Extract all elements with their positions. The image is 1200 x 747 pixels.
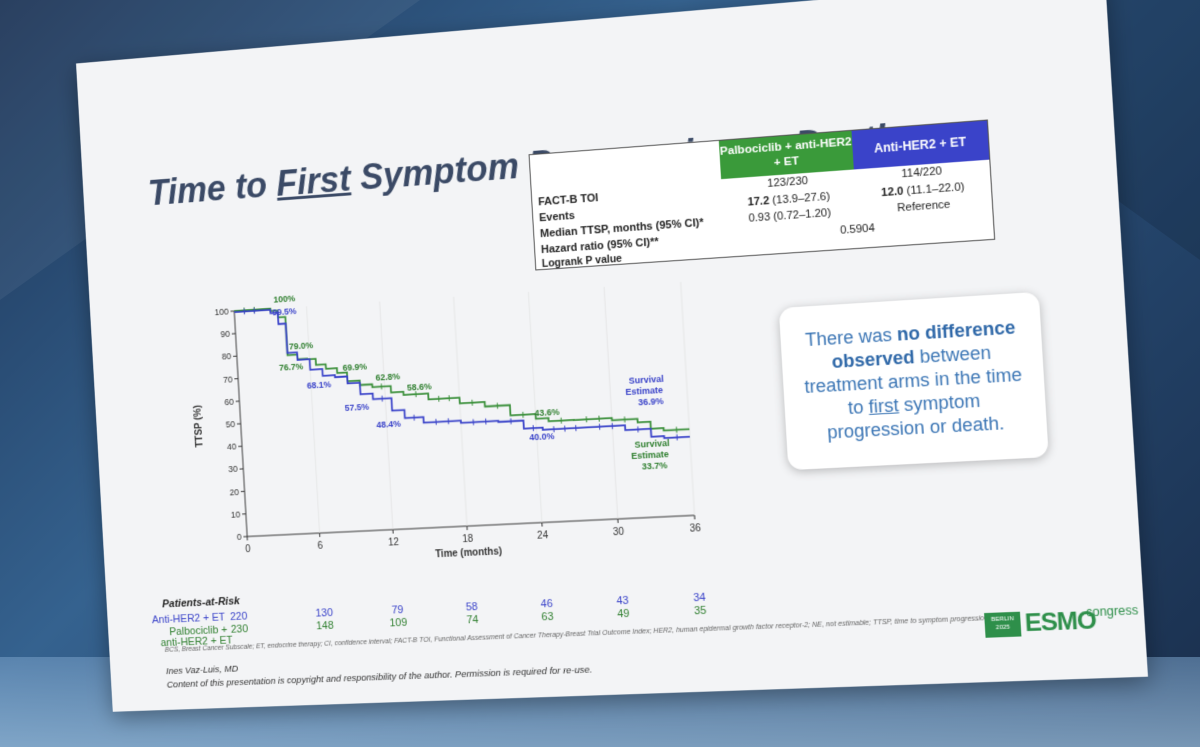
y-tick-label: 30 bbox=[228, 464, 238, 474]
risk-value-anti-her2: 220 bbox=[229, 610, 248, 624]
risk-value-anti-her2: 46 bbox=[540, 597, 554, 611]
risk-value-palbociclib: 74 bbox=[466, 613, 479, 627]
logo-city: BERLIN 2025 bbox=[984, 611, 1022, 638]
table-row-label: Events bbox=[538, 209, 576, 225]
risk-value-anti-her2: 34 bbox=[692, 591, 706, 605]
title-underlined: First bbox=[275, 158, 352, 204]
table-cell-rest: (11.1–22.0) bbox=[903, 181, 965, 198]
km-chart: 0 10 20 30 40 50 60 70 80 90 100 0 6 12 18 24 30 36 Time (… bbox=[193, 261, 701, 560]
chart-axes: 0 10 20 30 40 50 60 70 80 90 100 0 6 12 18 24 30 36 Time (… bbox=[193, 276, 701, 560]
gridline bbox=[454, 297, 467, 526]
data-label: 43.6% bbox=[534, 406, 560, 418]
data-label: 48.4% bbox=[376, 418, 401, 429]
data-label: Survival bbox=[634, 438, 670, 450]
callout-underlined: first bbox=[868, 394, 900, 418]
x-axis-title: Time (months) bbox=[435, 546, 502, 560]
callout-text: There was bbox=[804, 324, 898, 351]
data-label: Survival bbox=[628, 374, 664, 386]
data-label: 79.0% bbox=[289, 340, 314, 352]
x-tick-label: 30 bbox=[613, 527, 625, 539]
risk-table-header: Patients-at-Risk bbox=[161, 595, 241, 611]
risk-value-anti-her2: 130 bbox=[315, 607, 334, 620]
risk-value-palbociclib: 49 bbox=[616, 607, 630, 621]
table-section-label: FACT-B TOI bbox=[537, 192, 599, 209]
y-tick-label: 70 bbox=[223, 374, 233, 385]
risk-value-anti-her2: 43 bbox=[616, 594, 630, 608]
risk-value-palbociclib: 230 bbox=[230, 623, 249, 636]
x-tick-label: 12 bbox=[388, 537, 399, 549]
y-tick-label: 90 bbox=[220, 329, 230, 340]
data-label: 58.6% bbox=[407, 381, 432, 393]
table-cell-bold: 17.2 bbox=[747, 194, 770, 209]
y-tick-label: 40 bbox=[227, 442, 237, 452]
data-label: 100% bbox=[273, 293, 295, 304]
table-cell-rest: (13.9–27.6) bbox=[768, 190, 831, 208]
presentation-slide: Time to First Symptom Progression or Dea… bbox=[76, 0, 1148, 712]
footnote: BCS, Breast Cancer Subscale; ET, endocri… bbox=[164, 614, 991, 654]
x-tick-label: 6 bbox=[317, 541, 323, 552]
y-tick-label: 20 bbox=[229, 487, 239, 497]
gridline bbox=[380, 302, 393, 530]
risk-value-palbociclib: 63 bbox=[541, 610, 554, 624]
data-label: 33.7% bbox=[641, 460, 667, 472]
data-label: Estimate bbox=[625, 385, 663, 397]
data-label: 36.9% bbox=[638, 396, 664, 408]
y-tick-label: 10 bbox=[231, 509, 241, 519]
data-label: 57.5% bbox=[344, 401, 369, 412]
y-tick-label: 100 bbox=[214, 306, 229, 317]
table-cell-bold: 12.0 bbox=[880, 185, 904, 200]
title-part: Time to bbox=[146, 163, 278, 214]
x-tick-label: 24 bbox=[537, 530, 549, 542]
conclusion-callout: There was no difference observed between… bbox=[778, 291, 1049, 471]
logo-word: congress bbox=[1085, 602, 1139, 620]
data-label: 40.0% bbox=[529, 431, 555, 443]
y-tick-label: 50 bbox=[225, 419, 235, 429]
data-label: 76.7% bbox=[279, 361, 304, 372]
series-line-blue bbox=[234, 283, 690, 460]
y-axis-title: TTSP (%) bbox=[193, 405, 206, 448]
risk-value-palbociclib: 109 bbox=[389, 616, 408, 630]
data-label: Estimate bbox=[631, 449, 669, 461]
gridline bbox=[681, 282, 695, 515]
esmo-logo: BERLIN 2025 ESMO congress bbox=[984, 599, 1139, 642]
author: Ines Vaz-Luis, MD bbox=[165, 663, 239, 678]
risk-value-palbociclib: 148 bbox=[315, 619, 335, 633]
risk-value-anti-her2: 79 bbox=[391, 604, 404, 617]
x-tick-label: 0 bbox=[245, 544, 251, 555]
data-label: 69.9% bbox=[342, 361, 367, 373]
risk-value-palbociclib: 35 bbox=[693, 604, 707, 618]
table-header-palbociclib: Palbociclib + anti-HER2 + ET bbox=[718, 130, 854, 180]
gridline bbox=[604, 287, 618, 519]
data-label: 99.5% bbox=[272, 306, 297, 318]
chart-annotations: 100% 99.5% 79.0% 76.7% 69.9% 68.1% 62.8% 58.6% 5… bbox=[272, 293, 670, 472]
x-tick-label: 18 bbox=[462, 534, 473, 546]
risk-value-anti-her2: 58 bbox=[465, 601, 479, 614]
y-tick-label: 60 bbox=[224, 396, 234, 406]
data-label: 62.8% bbox=[375, 371, 400, 383]
y-tick-label: 0 bbox=[237, 532, 242, 542]
x-tick-label: 36 bbox=[689, 523, 701, 535]
y-tick-label: 80 bbox=[222, 351, 232, 362]
data-label: 68.1% bbox=[307, 379, 332, 390]
